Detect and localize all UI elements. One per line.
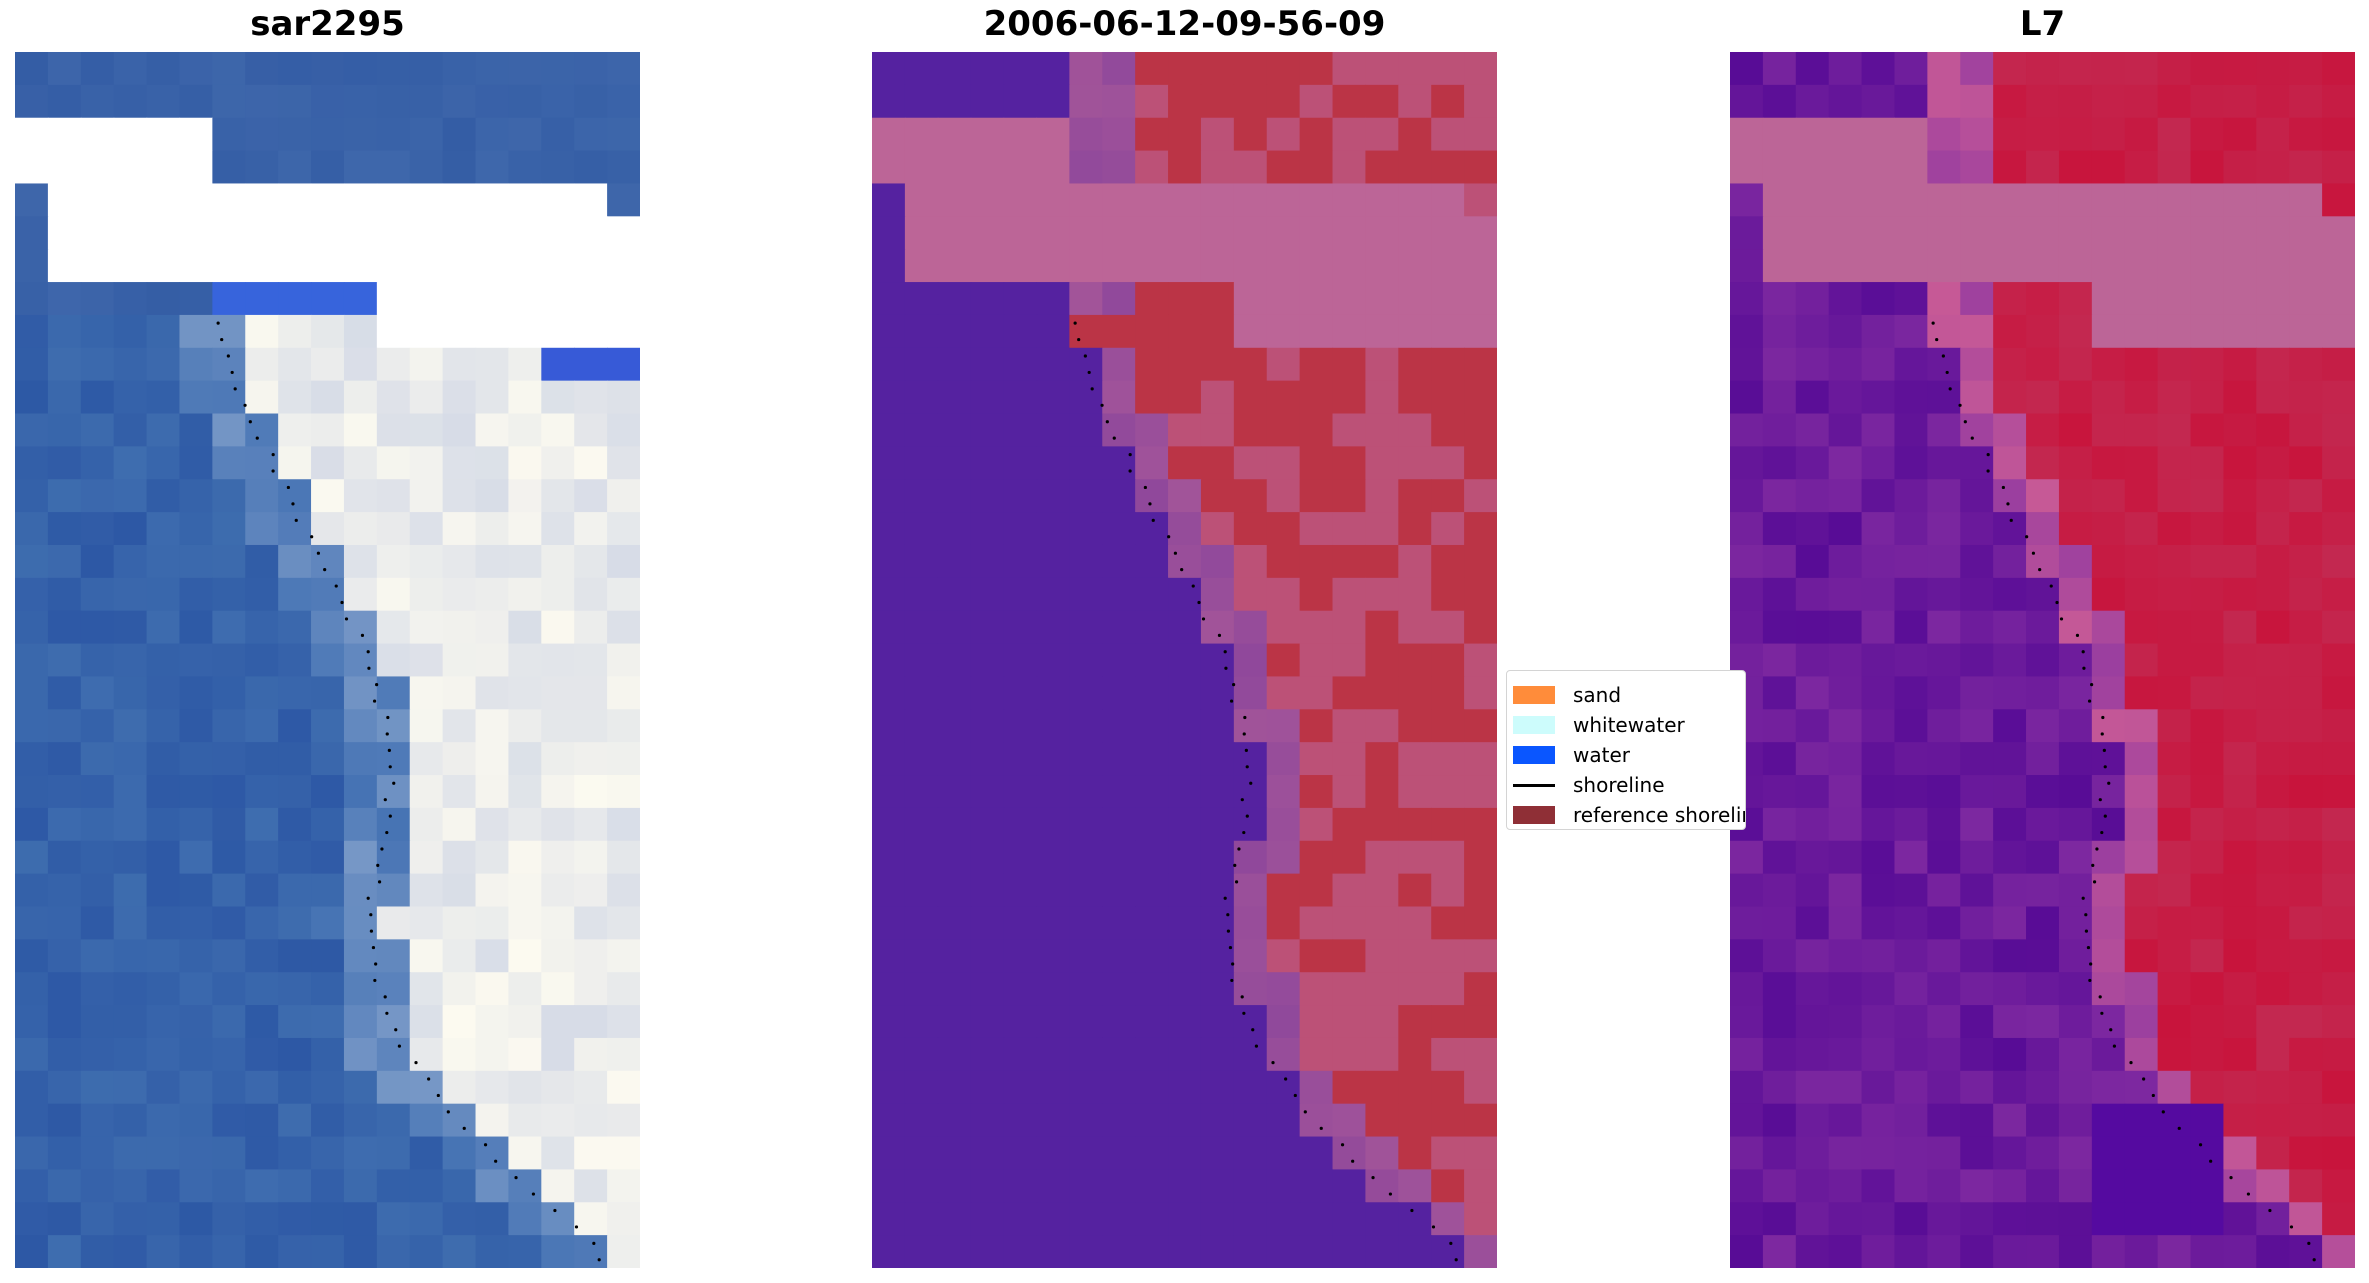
legend-label-water: water <box>1573 743 1630 767</box>
legend-label-reference-shoreline: reference shoreline <box>1573 803 1745 827</box>
legend-item-sand: sand <box>1513 683 1621 707</box>
panel-title-2: 2006-06-12-09-56-09 <box>983 4 1386 44</box>
index-image <box>1730 52 2355 1268</box>
legend-item-shoreline: shoreline <box>1513 773 1665 797</box>
panel-title-3: L7 <box>2019 4 2066 44</box>
legend-line-shoreline <box>1513 783 1555 787</box>
legend-swatch-reference-shoreline <box>1513 806 1555 824</box>
legend-item-reference-shoreline: reference shoreline <box>1513 803 1745 827</box>
legend-item-whitewater: whitewater <box>1513 713 1685 737</box>
legend-swatch-whitewater <box>1513 716 1555 734</box>
legend: sand whitewater water shoreline referenc… <box>1506 670 1746 830</box>
legend-swatch-sand <box>1513 686 1555 704</box>
panel-title-1: sar2295 <box>250 4 405 44</box>
legend-item-water: water <box>1513 743 1630 767</box>
legend-label-whitewater: whitewater <box>1573 713 1685 737</box>
classification-image <box>872 52 1497 1268</box>
rgb-satellite-image <box>15 52 640 1268</box>
legend-label-sand: sand <box>1573 683 1622 707</box>
legend-swatch-water <box>1513 746 1555 764</box>
legend-label-shoreline: shoreline <box>1573 773 1665 797</box>
